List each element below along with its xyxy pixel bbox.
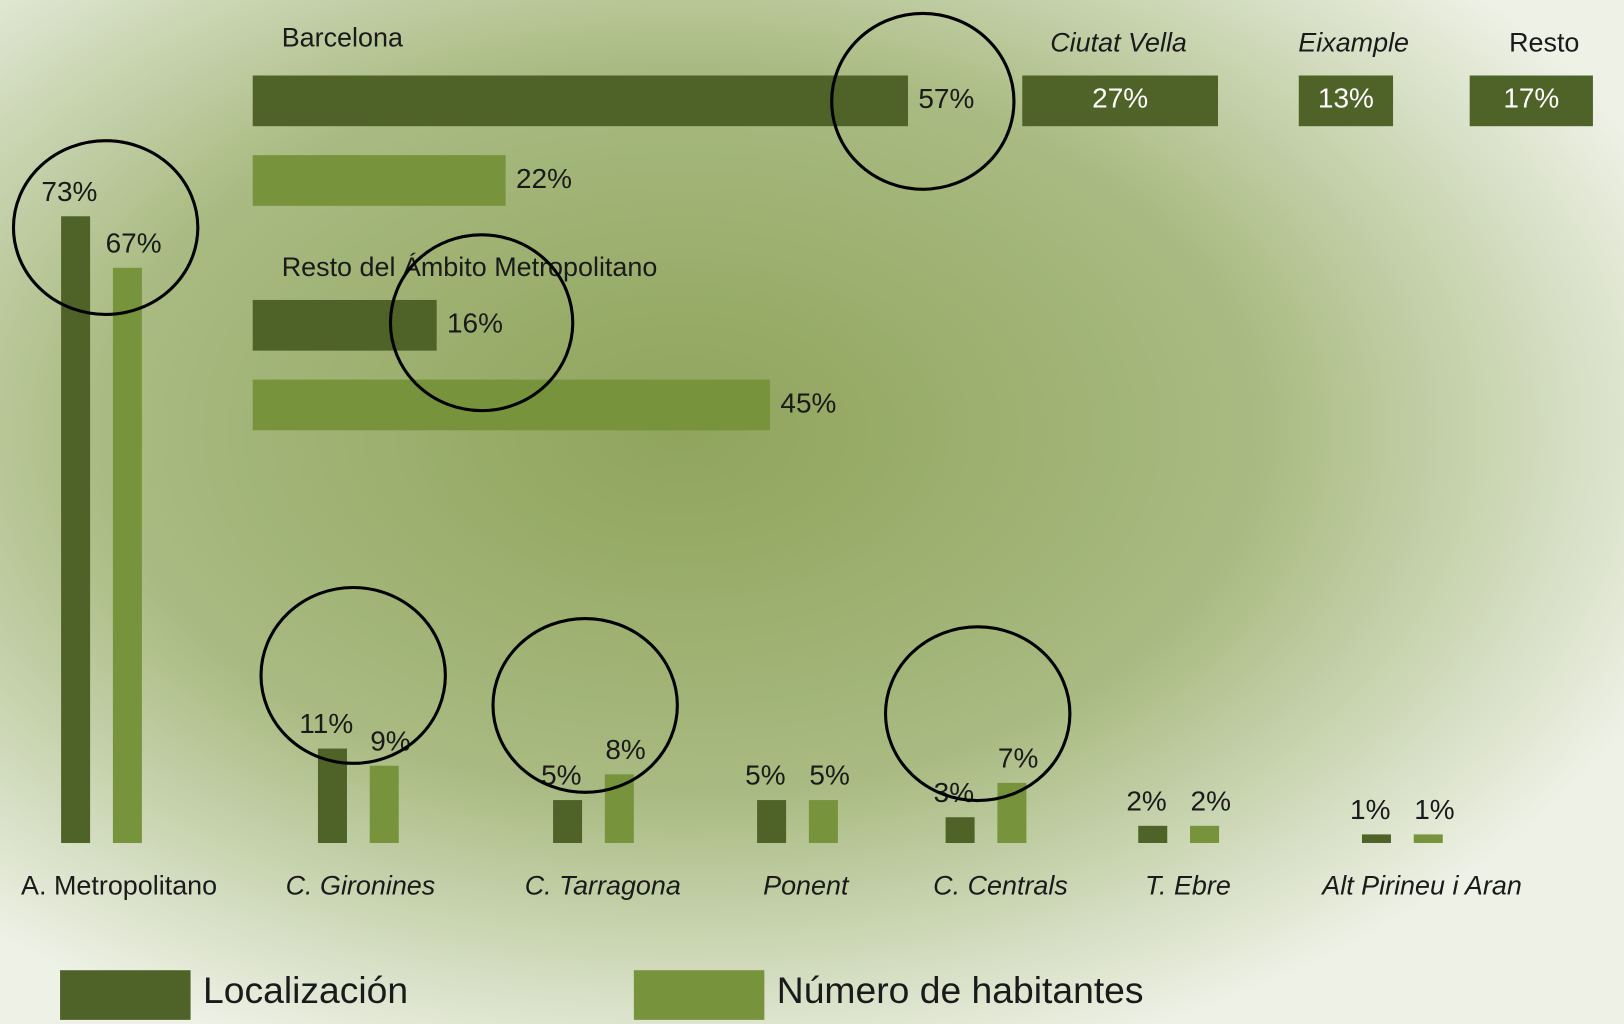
bar xyxy=(1022,75,1218,127)
bar xyxy=(1361,834,1391,843)
value-label: 16% xyxy=(447,308,503,339)
value-label: 73% xyxy=(41,176,97,207)
legend-swatch xyxy=(633,970,765,1020)
x-tick-label: A. Metropolitano xyxy=(21,871,217,901)
highlight-circle xyxy=(388,233,575,413)
highlight-circle xyxy=(830,11,1016,191)
value-label: 5% xyxy=(745,760,785,791)
highlight-circle xyxy=(491,616,679,794)
highlight-circle xyxy=(11,139,200,316)
value-label: 11% xyxy=(299,708,353,739)
x-tick-label: T. Ebre xyxy=(1145,871,1231,901)
value-label: 7% xyxy=(998,743,1038,774)
bar xyxy=(945,817,975,843)
group-label: Resto xyxy=(1509,28,1579,58)
x-tick-label: C. Tarragona xyxy=(525,871,681,901)
bar xyxy=(252,75,909,127)
x-tick-label: C. Gironines xyxy=(286,871,436,901)
value-label: 8% xyxy=(605,734,645,765)
bar xyxy=(1469,75,1593,127)
value-label: 67% xyxy=(106,227,162,258)
bar xyxy=(112,267,142,843)
highlight-circle xyxy=(883,625,1072,803)
highlight-circle xyxy=(259,585,447,765)
bar xyxy=(808,800,838,843)
bar xyxy=(757,800,787,843)
bar xyxy=(1190,825,1220,843)
bar xyxy=(1298,75,1394,127)
group-label: Eixample xyxy=(1298,28,1409,58)
bar xyxy=(369,765,399,843)
value-label: 45% xyxy=(780,387,836,418)
value-label: 27% xyxy=(1092,83,1148,114)
value-label: 1% xyxy=(1350,794,1390,825)
value-label: 2% xyxy=(1126,785,1166,816)
value-label: 13% xyxy=(1318,83,1374,114)
value-label: 2% xyxy=(1191,785,1231,816)
bar xyxy=(252,299,437,351)
group-label: Ciutat Vella xyxy=(1050,28,1187,58)
bar xyxy=(1413,834,1443,843)
bar xyxy=(317,748,347,843)
value-label: 9% xyxy=(370,725,410,756)
group-label: Barcelona xyxy=(282,22,403,52)
annotations xyxy=(11,11,1072,803)
value-label: 57% xyxy=(918,83,974,114)
bar xyxy=(997,782,1027,843)
value-label: 22% xyxy=(516,163,572,194)
bar xyxy=(1138,825,1168,843)
x-tick-label: C. Centrals xyxy=(933,871,1068,901)
group-label: Resto del Ámbito Metropolitano xyxy=(282,252,658,282)
x-tick-label: Ponent xyxy=(763,871,850,901)
bar xyxy=(252,155,506,206)
bar xyxy=(61,216,91,843)
legend-label: Número de habitantes xyxy=(777,969,1144,1011)
value-label: 17% xyxy=(1503,83,1559,114)
value-label: 1% xyxy=(1414,794,1454,825)
value-label: 5% xyxy=(809,760,849,791)
bar xyxy=(553,800,583,843)
x-tick-label: Alt Pirineu i Aran xyxy=(1320,871,1522,901)
legend-label: Localización xyxy=(203,969,408,1011)
legend-swatch xyxy=(60,970,191,1020)
